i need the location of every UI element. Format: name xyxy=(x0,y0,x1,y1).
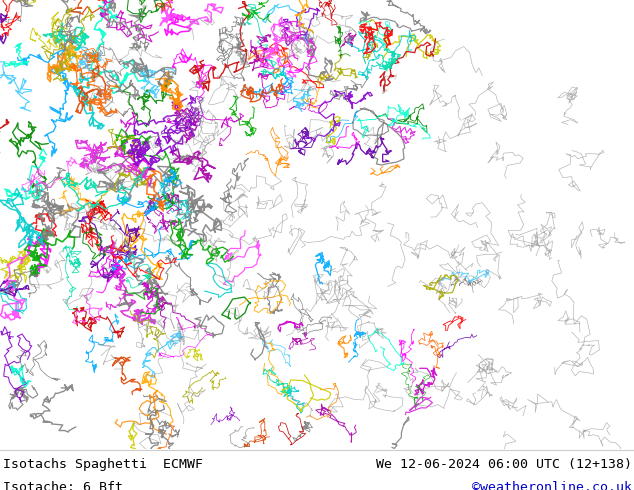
Text: ©weatheronline.co.uk: ©weatheronline.co.uk xyxy=(472,481,632,490)
Text: Isotachs Spaghetti  ECMWF: Isotachs Spaghetti ECMWF xyxy=(3,458,203,471)
Text: Isotache: 6 Bft: Isotache: 6 Bft xyxy=(3,481,123,490)
Text: We 12-06-2024 06:00 UTC (12+138): We 12-06-2024 06:00 UTC (12+138) xyxy=(376,458,632,471)
